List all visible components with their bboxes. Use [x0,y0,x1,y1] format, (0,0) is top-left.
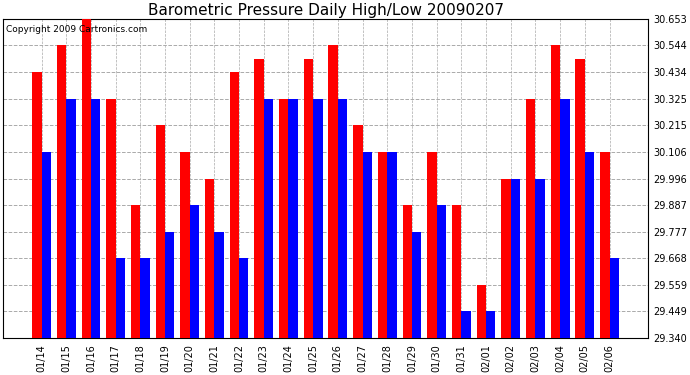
Bar [32,72,41,338]
Bar [230,72,239,338]
Bar [264,99,273,338]
Bar [486,312,495,338]
Bar [511,178,520,338]
Bar [288,99,298,338]
Bar [437,205,446,338]
Bar [462,312,471,338]
Bar [279,99,288,338]
Bar [313,99,322,338]
Bar [526,99,535,338]
Bar [412,232,422,338]
Bar [551,45,560,338]
Bar [116,258,125,338]
Bar [131,205,140,338]
Bar [338,99,347,338]
Bar [57,45,66,338]
Bar [106,99,116,338]
Bar [328,45,338,338]
Bar [535,178,545,338]
Bar [452,205,462,338]
Bar [304,58,313,338]
Title: Barometric Pressure Daily High/Low 20090207: Barometric Pressure Daily High/Low 20090… [148,3,504,18]
Bar [600,152,609,338]
Bar [66,99,76,338]
Bar [362,152,372,338]
Text: Copyright 2009 Cartronics.com: Copyright 2009 Cartronics.com [6,26,147,34]
Bar [502,178,511,338]
Bar [190,205,199,338]
Bar [205,178,215,338]
Bar [140,258,150,338]
Bar [477,285,486,338]
Bar [41,152,51,338]
Bar [402,205,412,338]
Bar [387,152,397,338]
Bar [180,152,190,338]
Bar [239,258,248,338]
Bar [378,152,387,338]
Bar [575,58,585,338]
Bar [427,152,437,338]
Bar [255,58,264,338]
Bar [560,99,569,338]
Bar [585,152,594,338]
Bar [81,19,91,338]
Bar [215,232,224,338]
Bar [353,125,362,338]
Bar [165,232,175,338]
Bar [609,258,619,338]
Bar [91,99,100,338]
Bar [156,125,165,338]
